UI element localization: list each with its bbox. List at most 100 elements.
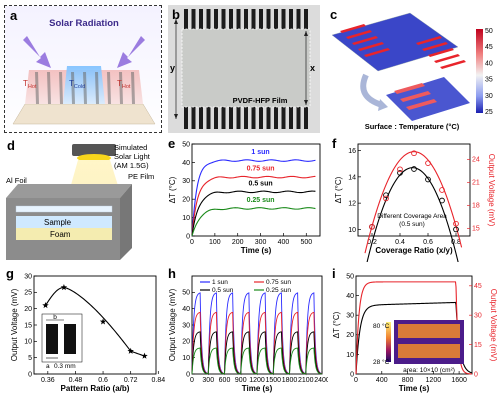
c-hot-strip: [440, 60, 466, 69]
y-tick-label: 20: [346, 332, 354, 339]
legend: 1 sun 0.75 sun 0.5 sun 0.25 sun: [200, 279, 291, 294]
c-hot-strip: [364, 48, 390, 57]
y-tick-label: 50: [346, 273, 354, 280]
b-strip-top: [289, 9, 293, 35]
chart-h: 0 300 600 900 1200 1500 1800 2100 2400 0 10 20 30 40 5…: [168, 275, 328, 393]
x-tick-label: 1200: [426, 377, 442, 384]
plot-frame: [191, 143, 321, 237]
colorbar-tick: 50: [485, 28, 493, 35]
panel-f: 0.2 0.4 0.6 0.8 10 12 14 16 Coverage Ratio (x/y)…: [330, 136, 500, 262]
fit-curve-voltage: [364, 151, 463, 254]
c-hot-strip: [422, 42, 448, 51]
a-strip: [71, 72, 75, 104]
x-tick-label: 300: [202, 377, 214, 384]
data-point-dT: [453, 226, 459, 233]
data-point-dT: [383, 192, 389, 199]
data-point-voltage: [369, 223, 375, 230]
x-tick-label: 0.6: [423, 239, 433, 246]
panel-c-simulation: 50 45 40 35 30 25 Surface : Temperature (°C): [331, 12, 493, 131]
y-tick-label: 20: [182, 197, 190, 204]
b-strip-top: [199, 9, 203, 35]
t-cold: TCold: [69, 79, 85, 90]
b-strip-bottom: [206, 101, 211, 129]
y-axis-label: ΔT (°C): [332, 311, 341, 338]
panel-label-h: h: [168, 266, 176, 281]
c-hot-strip: [352, 36, 378, 45]
x-axis-label: Time (s): [241, 246, 272, 255]
c-hot-strip: [434, 54, 460, 63]
series-label: 0.75 sun: [247, 166, 275, 173]
b-strip-top: [206, 9, 211, 35]
y-axis-label: Output Voltage (mV): [10, 288, 19, 361]
series-line-0.5-sun: [191, 331, 323, 375]
b-strip-top: [214, 9, 218, 35]
c-zoom-strip: [394, 83, 425, 94]
y2-axis-label: Output Voltage (mV): [487, 154, 496, 227]
film-label: PVDF-HFP Film: [233, 96, 288, 105]
panel-c: 50 45 40 35 30 25 Surface : Temperature (°C) …: [326, 5, 498, 133]
data-point-dT: [439, 197, 445, 204]
y-tick-label: 16: [348, 148, 356, 155]
panel-label-e: e: [168, 136, 176, 151]
panel-label-g: g: [6, 266, 14, 281]
series-line-0.5-sun: [191, 190, 316, 236]
dim-x-label: x: [310, 63, 315, 73]
panel-label-i: i: [332, 266, 336, 281]
b-strip-top: [191, 9, 196, 35]
y-tick-label: 10: [182, 215, 190, 222]
y-tick-label: 40: [182, 306, 190, 313]
y-axis-label: Output Voltage (mV): [168, 288, 177, 361]
b-strip-top: [251, 9, 256, 35]
y2-tick-label: 0: [474, 371, 478, 378]
colorbar-tick: 45: [485, 44, 493, 51]
foam: [16, 228, 112, 240]
b-strip-top: [259, 9, 263, 35]
foam-label: Foam: [50, 230, 71, 239]
box-side: [120, 184, 132, 260]
y-tick-label: 20: [24, 306, 32, 313]
inset-colorbar: [386, 322, 391, 362]
colorbar-tick: 35: [485, 77, 493, 84]
panel-e: 0 100 200 300 400 500 0 10 20 30 40 50 Time (s) ΔT (°…: [166, 136, 328, 262]
panel-label-b: b: [172, 7, 180, 22]
y2-tick-label: 18: [472, 203, 480, 210]
c-hot-strip: [346, 30, 372, 39]
dim-y-label: y: [170, 63, 175, 73]
colorbar-tick: 25: [485, 109, 493, 116]
y-tick-label: 30: [182, 178, 190, 185]
chart-e: 0 100 200 300 400 500 0 10 20 30 40 50 Time (s) ΔT (°…: [168, 141, 321, 255]
colorbar: [476, 29, 483, 113]
radiation-arrow-left: [23, 36, 51, 68]
data-point-star: [141, 352, 148, 359]
c-hot-strip: [428, 48, 454, 57]
b-strip-bottom: [296, 101, 301, 129]
sim-plate-zoom: [386, 77, 470, 121]
panel-label-f: f: [332, 136, 337, 151]
c-hot-strip: [416, 36, 442, 45]
x-tick-label: 0.84: [151, 377, 165, 384]
x-tick-label: 500: [300, 239, 312, 246]
y-tick-label: 10: [348, 227, 356, 234]
x-axis-label: Time (s): [399, 384, 430, 393]
series-line-voltage: [355, 281, 473, 375]
b-strip-top: [244, 9, 248, 35]
y-tick-label: 12: [348, 201, 356, 208]
radiation-arrow-right: [117, 36, 145, 68]
colorbar-tick: 30: [485, 93, 493, 100]
thermal-hot-band: [398, 344, 460, 358]
legend-text-2: (0.5 sun): [399, 221, 425, 228]
area-label: area: 10×10 (cm²): [403, 367, 455, 374]
box-top: [6, 184, 132, 198]
t-hot-left: THot: [23, 79, 37, 90]
x-tick-label: 0: [190, 239, 194, 246]
x-tick-label: 800: [402, 377, 414, 384]
pattern-inset: b a 0.3 mm: [41, 313, 83, 370]
y2-tick-label: 15: [472, 226, 480, 233]
series-line-0.25-sun: [191, 347, 323, 375]
pe-film-label: PE Film: [128, 172, 154, 181]
sim-light-label: Simulated: [114, 143, 147, 152]
data-point-voltage: [425, 160, 431, 167]
legend-label: 0.5 sun: [212, 287, 234, 294]
y2-tick-label: 30: [474, 313, 482, 320]
colorbar-tick: 40: [485, 60, 493, 67]
